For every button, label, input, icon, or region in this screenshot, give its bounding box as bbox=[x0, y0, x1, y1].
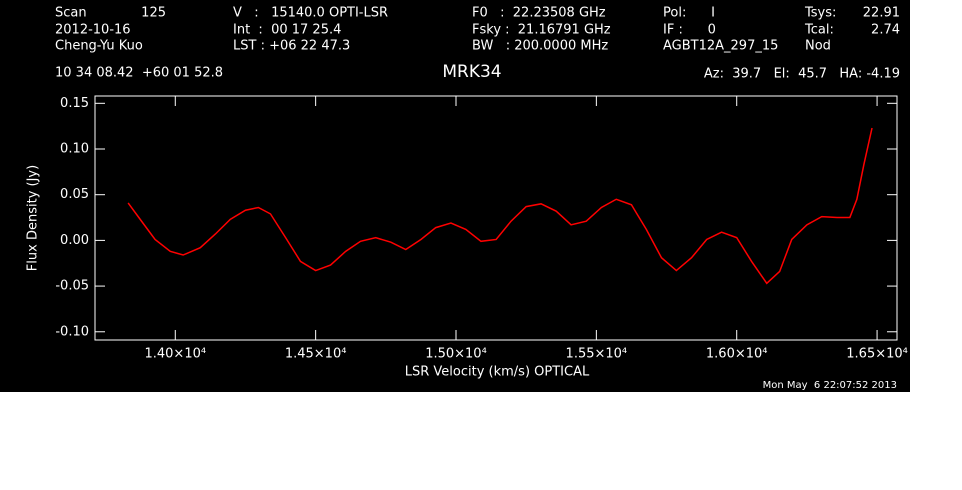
x-tick-label: 1.40×10⁴ bbox=[144, 347, 206, 362]
y-tick-label: 0.15 bbox=[60, 96, 89, 111]
y-tick-label: 0.10 bbox=[60, 142, 89, 157]
tcal-label: Tcal: bbox=[804, 23, 834, 38]
tcal: 2.74 bbox=[871, 23, 900, 38]
if: IF : 0 bbox=[663, 23, 716, 38]
axes-frame bbox=[94, 95, 898, 341]
y-tick-label: -0.05 bbox=[55, 279, 89, 294]
plot-background bbox=[0, 0, 910, 392]
project: AGBT12A_297_15 bbox=[663, 39, 778, 54]
y-tick-label: 0.00 bbox=[60, 233, 89, 248]
x-tick-label: 1.60×10⁴ bbox=[706, 347, 768, 362]
int: Int : 00 17 25.4 bbox=[233, 23, 341, 38]
spectrum-line bbox=[127, 127, 873, 285]
x-tick-label: 1.65×10⁴ bbox=[846, 347, 908, 362]
observer: Cheng-Yu Kuo bbox=[55, 39, 143, 54]
date: 2012-10-16 bbox=[55, 23, 131, 38]
coords: 10 34 08.42 +60 01 52.8 bbox=[55, 66, 223, 81]
chart-title: MRK34 bbox=[442, 62, 501, 82]
x-axis-label: LSR Velocity (km/s) OPTICAL bbox=[405, 365, 590, 380]
y-axis-label: Flux Density (Jy) bbox=[26, 165, 41, 271]
x-tick-label: 1.45×10⁴ bbox=[285, 347, 347, 362]
timestamp: Mon May 6 22:07:52 2013 bbox=[763, 380, 897, 391]
x-tick-label: 1.50×10⁴ bbox=[425, 347, 487, 362]
velocity: V : 15140.0 OPTI-LSR bbox=[233, 6, 388, 21]
scan: 125 bbox=[141, 6, 166, 21]
tsys: 22.91 bbox=[863, 6, 900, 21]
y-tick-label: 0.05 bbox=[60, 187, 89, 202]
scan-label: Scan bbox=[55, 6, 87, 21]
procedure: Nod bbox=[805, 39, 831, 54]
bw: BW : 200.0000 MHz bbox=[472, 39, 608, 54]
lst: LST : +06 22 47.3 bbox=[233, 39, 350, 54]
fsky: Fsky : 21.16791 GHz bbox=[472, 23, 611, 38]
f0: F0 : 22.23508 GHz bbox=[472, 6, 606, 21]
tsys-label: Tsys: bbox=[804, 6, 836, 21]
x-tick-label: 1.55×10⁴ bbox=[566, 347, 628, 362]
y-tick-label: -0.10 bbox=[55, 324, 89, 339]
az-el-ha: Az: 39.7 El: 45.7 HA: -4.19 bbox=[704, 67, 900, 82]
pol: Pol: I bbox=[663, 6, 715, 21]
